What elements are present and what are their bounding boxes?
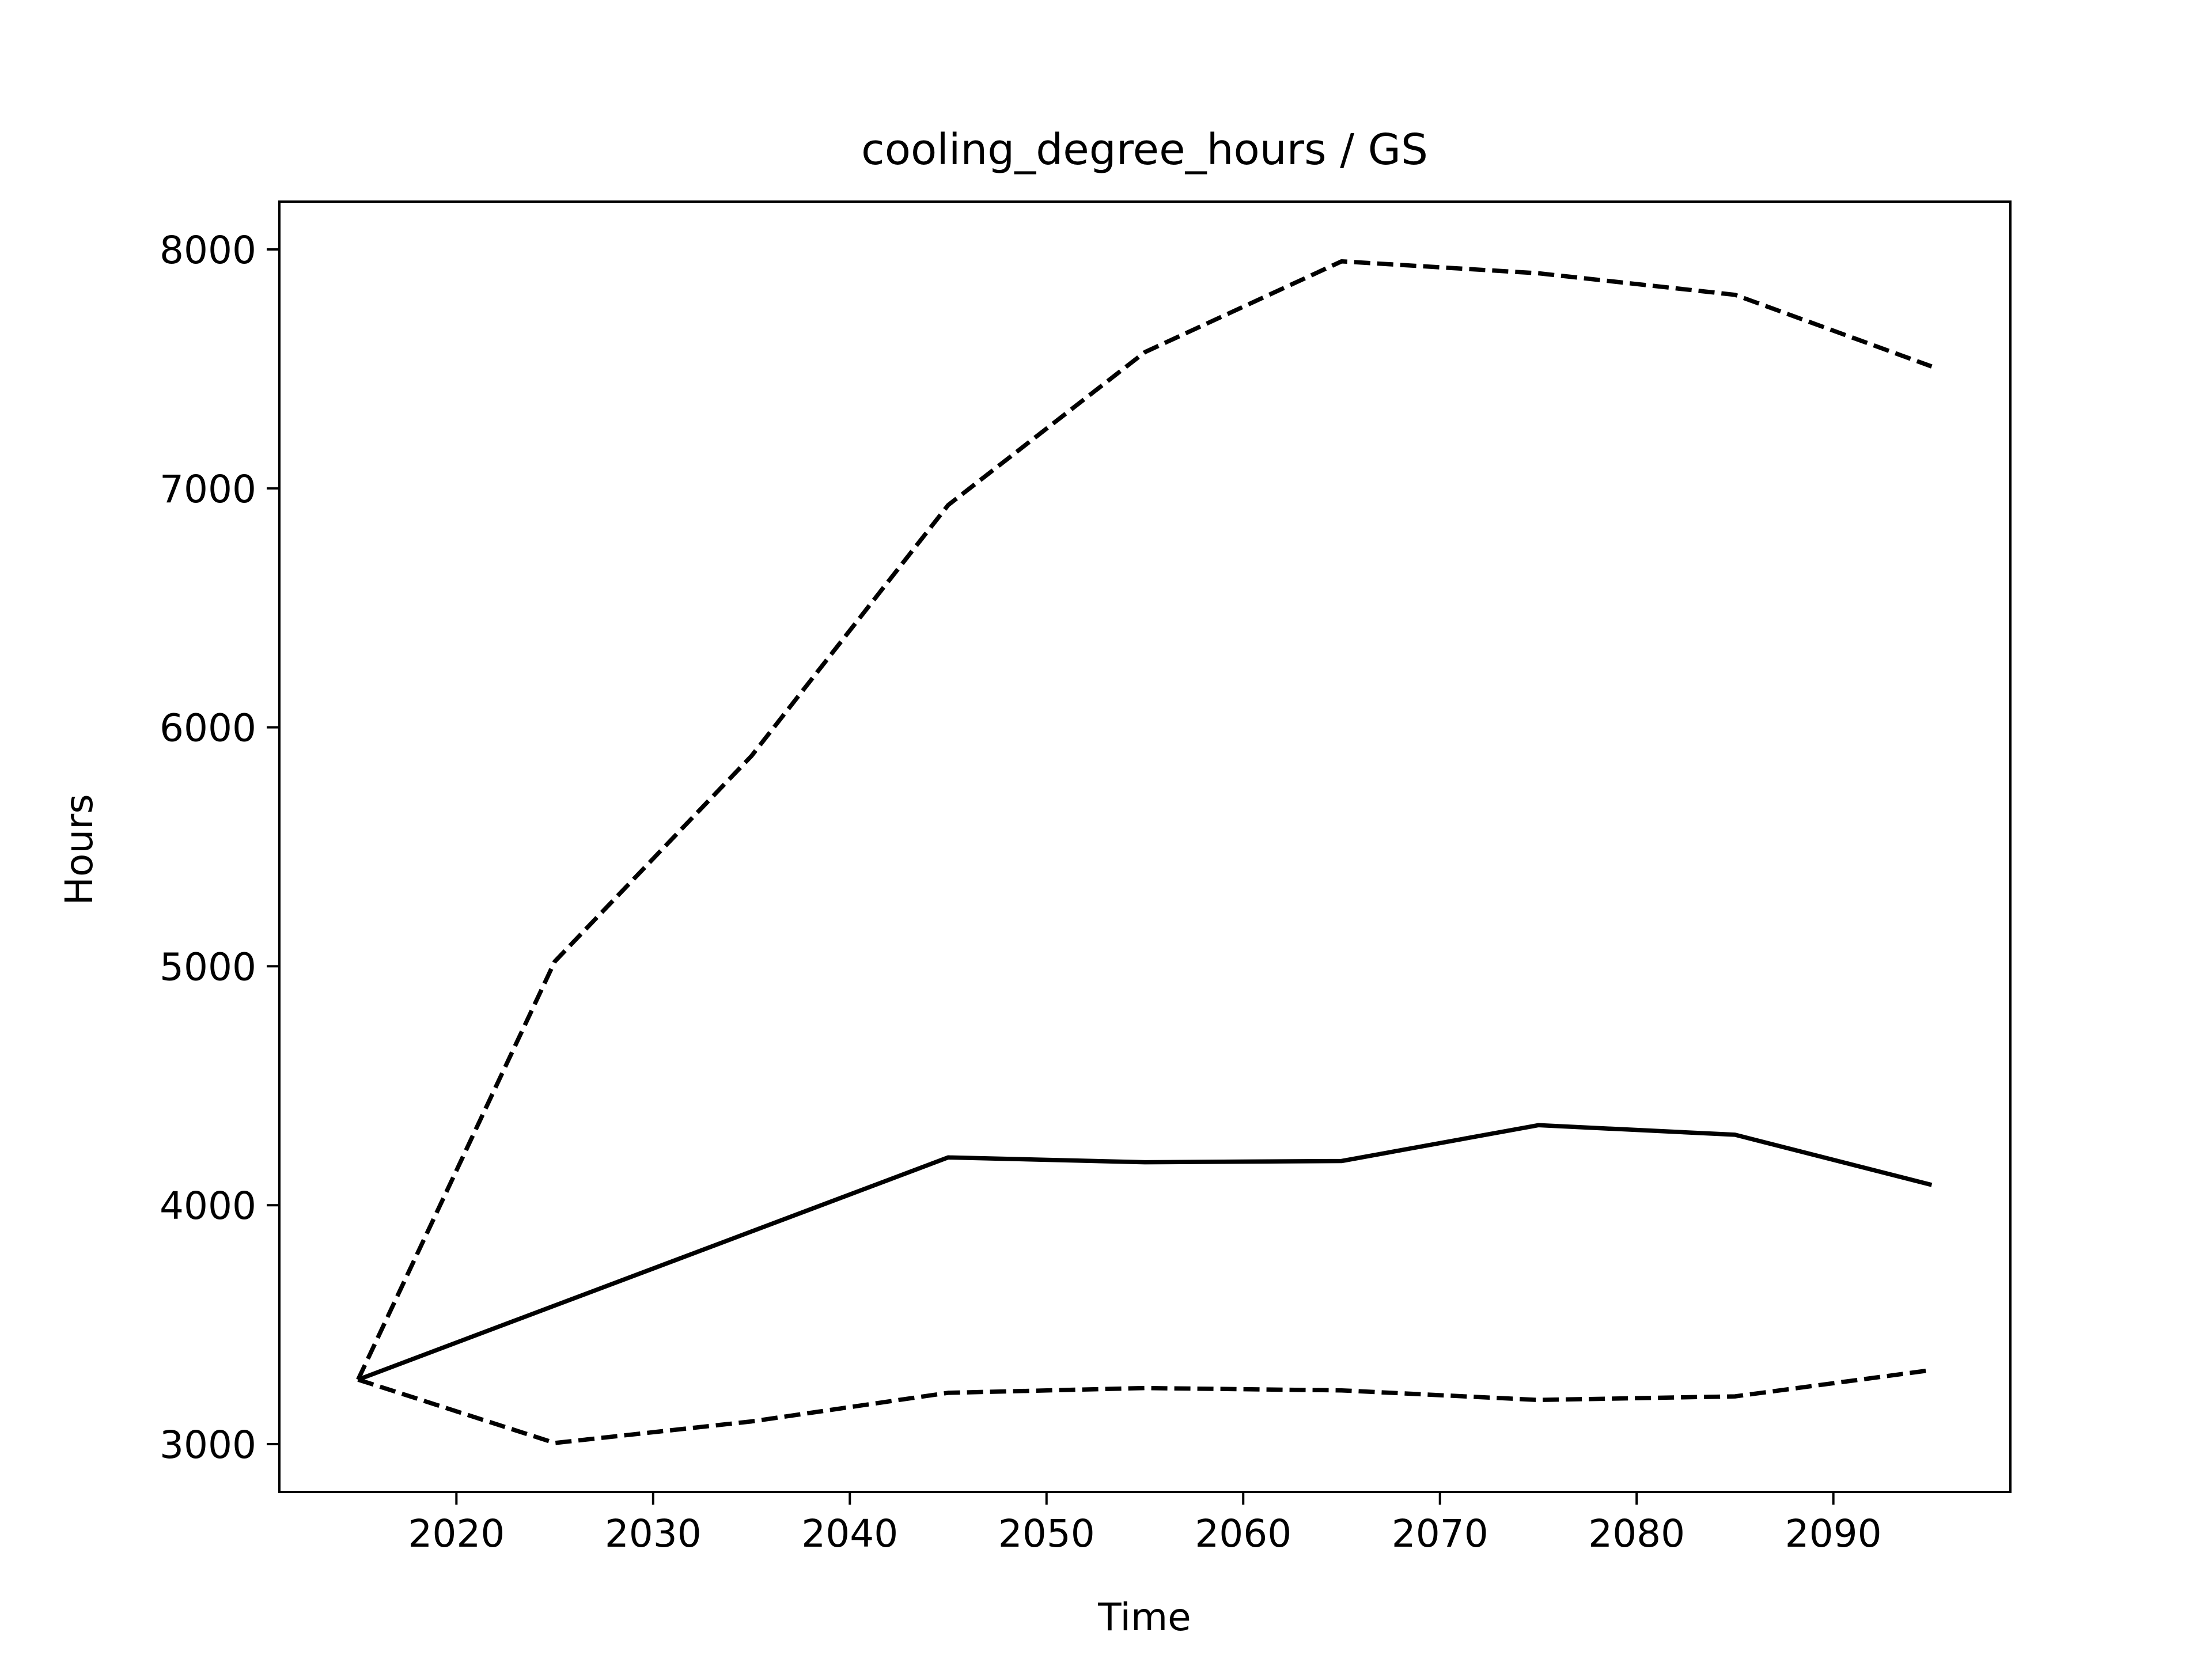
x-tick-label: 2040 bbox=[801, 1512, 898, 1556]
x-tick-label: 2090 bbox=[1785, 1512, 1882, 1556]
plot-area-frame bbox=[278, 200, 2012, 1493]
y-tick-label: 5000 bbox=[160, 945, 256, 989]
tick-layer: 2020 2030 2040 2050 2060 2070 2080 2090 3000 4000… bbox=[160, 228, 1882, 1556]
y-tick-label: 4000 bbox=[160, 1184, 256, 1228]
dashed-series-line-3 bbox=[357, 1368, 1932, 1445]
y-tick-label: 3000 bbox=[160, 1423, 256, 1467]
x-tick-label: 2030 bbox=[605, 1512, 702, 1556]
y-tick-label: 8000 bbox=[160, 228, 256, 272]
chart-title: cooling_degree_hours / GS bbox=[861, 125, 1428, 175]
x-tick-label: 2020 bbox=[408, 1512, 505, 1556]
x-tick-label: 2080 bbox=[1588, 1512, 1685, 1556]
y-tick-label: 6000 bbox=[160, 706, 256, 751]
x-tick-label: 2050 bbox=[998, 1512, 1095, 1556]
x-tick-label: 2070 bbox=[1392, 1512, 1488, 1556]
x-axis-label: Time bbox=[1097, 1595, 1191, 1639]
y-tick-label: 7000 bbox=[160, 467, 256, 512]
dashed-series-line-2 bbox=[356, 259, 1933, 1381]
x-tick-label: 2060 bbox=[1195, 1512, 1291, 1556]
y-axis-label: Hours bbox=[57, 794, 101, 905]
solid-series-line-1 bbox=[357, 1123, 1933, 1382]
series-layer bbox=[356, 259, 1933, 1445]
